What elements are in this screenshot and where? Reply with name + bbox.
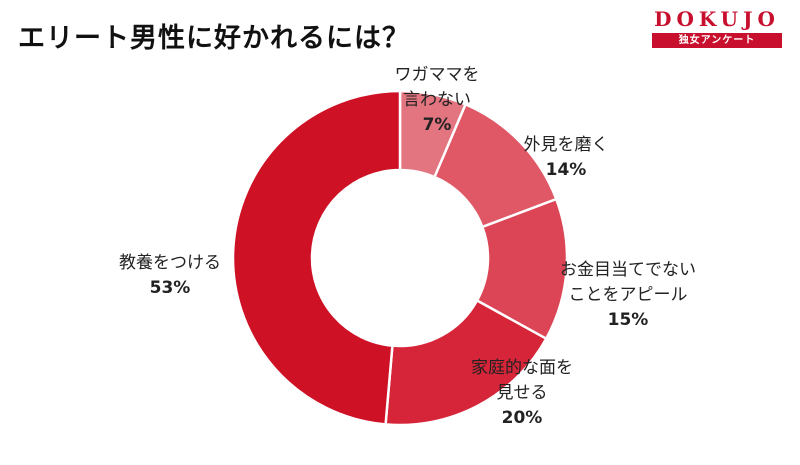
- slice-percent-3: 20%: [502, 408, 543, 428]
- slice-percent-0: 7%: [423, 115, 452, 135]
- page-title: エリート男性に好かれるには？: [18, 23, 410, 54]
- donut-slice-3: [384, 298, 548, 427]
- brand-name: DOKUJO: [654, 7, 780, 31]
- slice-percent-4: 53%: [150, 278, 191, 298]
- slice-label-0-line-1: 言わない: [403, 90, 471, 110]
- donut-slice-4: [231, 89, 402, 426]
- brand-tagline: 独女アンケート: [652, 33, 782, 48]
- slice-label-2-line-1: ことをアピール: [569, 285, 688, 305]
- slice-percent-1: 14%: [546, 160, 587, 180]
- slice-percent-2: 15%: [608, 310, 649, 330]
- slice-label-3-line-1: 見せる: [497, 383, 548, 403]
- slice-label-2-line-0: お金目当てでない: [560, 260, 696, 280]
- slice-label-4-line-0: 教養をつける: [119, 253, 221, 273]
- slice-label-0-line-0: ワガママを: [395, 65, 480, 85]
- brand-logo: DOKUJO 独女アンケート: [652, 8, 782, 48]
- slice-label-group-4: 教養をつける 53%: [119, 253, 221, 298]
- slice-label-1-line-0: 外見を磨く: [524, 135, 609, 155]
- slice-label-3-line-0: 家庭的な面を: [471, 358, 573, 378]
- slice-label-group-1: 外見を磨く 14%: [524, 135, 609, 180]
